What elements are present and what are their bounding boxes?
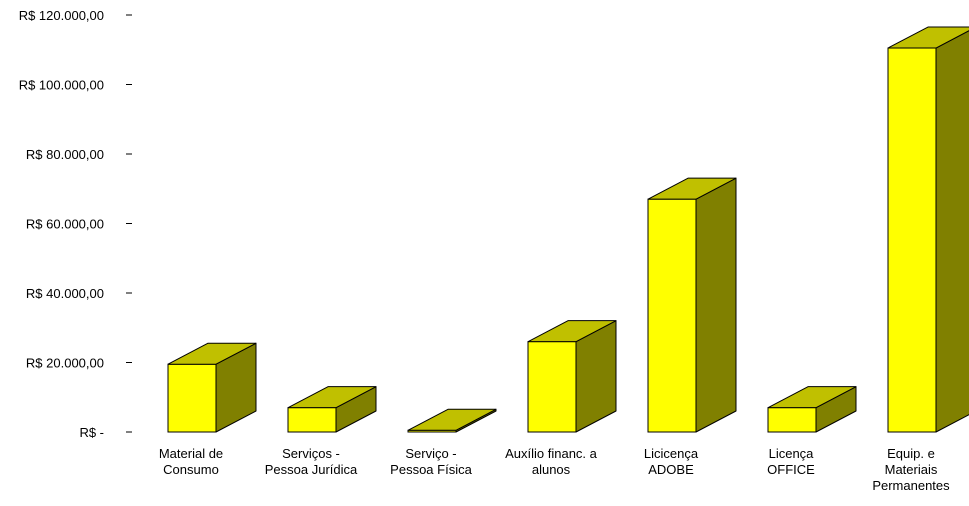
bar [287, 386, 377, 433]
bar [407, 408, 497, 433]
y-tick-label: R$ 40.000,00 [26, 286, 104, 301]
bar [887, 26, 969, 433]
bar-front-face [887, 47, 937, 433]
x-category-label-line: Serviço - [405, 446, 456, 461]
x-category-label-line: Auxílio financ. a [505, 446, 598, 461]
bar-front-face [767, 407, 817, 433]
bar-side-face [695, 177, 737, 433]
bar-front-face [167, 363, 217, 433]
x-axis-labels: Material de Consumo Serviços -Pessoa Juríd… [159, 446, 950, 493]
y-tick-label: R$ - [79, 425, 104, 440]
bar-top-face [407, 408, 497, 431]
x-category-label: Equip. e Materiais Permanentes [872, 446, 950, 493]
bar [647, 177, 737, 433]
x-category-label: Material de Consumo [159, 446, 223, 477]
bar [167, 342, 257, 433]
y-tick-label: R$ 100.000,00 [19, 78, 104, 93]
x-category-label-line: Equip. e [887, 446, 935, 461]
x-category-label: Auxílio financ. a alunos [505, 446, 598, 477]
x-category-label-line: Consumo [163, 462, 219, 477]
x-category-label: Licicença ADOBE [644, 446, 699, 477]
bar [527, 320, 617, 433]
x-category-label-line: Materiais [885, 462, 938, 477]
y-tick-label: R$ 80.000,00 [26, 147, 104, 162]
y-tick-label: R$ 120.000,00 [19, 8, 104, 23]
x-category-label-line: Licicença [644, 446, 699, 461]
x-category-label-line: Permanentes [872, 478, 950, 493]
bar-side-face [935, 30, 969, 433]
x-category-label-line: Licença [769, 446, 815, 461]
bar-top-face [527, 320, 617, 343]
x-category-label: Serviços -Pessoa Jurídica [265, 446, 358, 477]
x-category-label-line: Serviços - [282, 446, 340, 461]
y-tick-label: R$ 60.000,00 [26, 217, 104, 232]
bar-front-face [527, 341, 577, 433]
bar-top-face [767, 386, 857, 409]
x-category-label-line: Pessoa Jurídica [265, 462, 358, 477]
bar-top-face [287, 386, 377, 409]
x-category-label: Licença OFFICE [767, 446, 815, 477]
x-category-label: Serviço -Pessoa Física [390, 446, 472, 477]
bar-top-face [887, 26, 969, 49]
bar [767, 386, 857, 433]
bar-top-face [647, 177, 737, 200]
x-category-label-line: ADOBE [648, 462, 694, 477]
x-category-label-line: alunos [532, 462, 571, 477]
bars [167, 26, 969, 433]
bar-top-face [167, 342, 257, 365]
bar-front-face [287, 407, 337, 433]
x-category-label-line: OFFICE [767, 462, 815, 477]
y-tick-label: R$ 20.000,00 [26, 356, 104, 371]
x-category-label-line: Pessoa Física [390, 462, 472, 477]
x-category-label-line: Material de [159, 446, 223, 461]
bar-front-face [647, 198, 697, 433]
y-axis: R$ - R$ 20.000,00 R$ 40.000,00 R$ 60.000,00… [19, 8, 132, 440]
